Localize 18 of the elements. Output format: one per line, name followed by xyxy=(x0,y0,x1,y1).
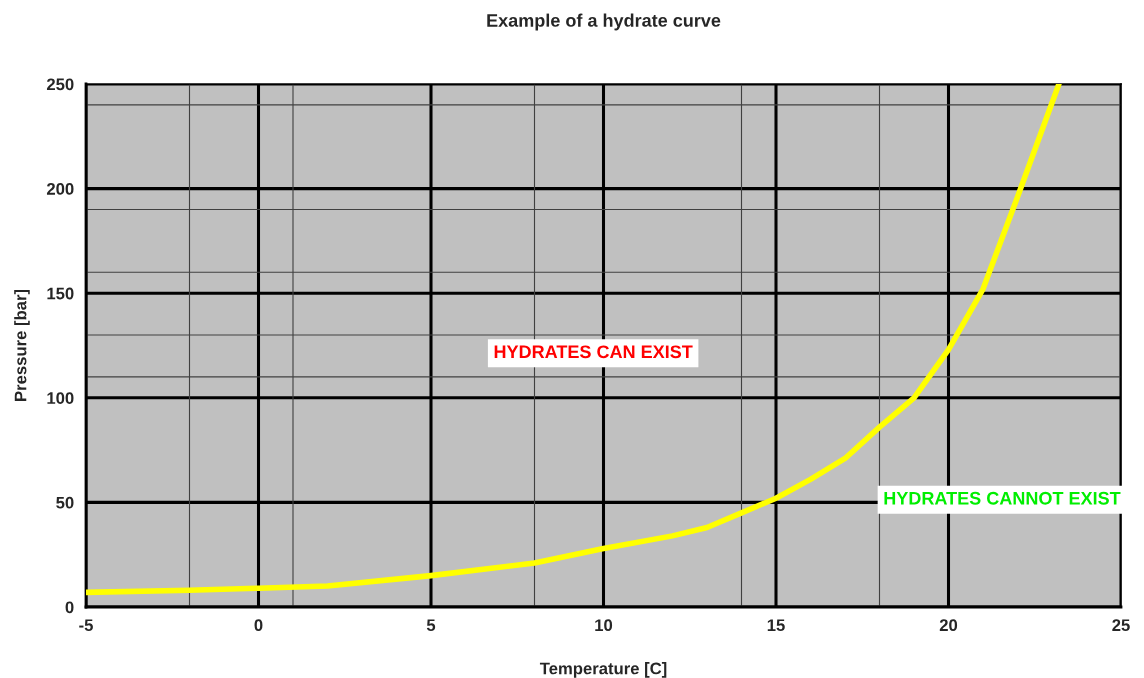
annotation: HYDRATES CANNOT EXIST xyxy=(884,491,1121,505)
x-tick-label: 5 xyxy=(426,619,436,632)
x-tick-label: 10 xyxy=(595,619,613,632)
x-tick-label: 0 xyxy=(254,619,263,632)
y-tick-label: 200 xyxy=(46,183,74,195)
y-tick-label: 250 xyxy=(46,78,74,91)
y-tick-label: 0 xyxy=(65,601,74,614)
y-tick-label: 150 xyxy=(47,287,74,300)
x-tick-label: 25 xyxy=(1112,619,1130,632)
x-axis-title: Temperature [C] xyxy=(539,662,667,678)
x-tick-label: 15 xyxy=(767,619,785,632)
x-tick-label: -5 xyxy=(79,619,93,632)
y-tick-label: 100 xyxy=(47,392,74,404)
annotation: HYDRATES CAN EXIST xyxy=(494,345,693,359)
y-axis-title: Pressure [bar] xyxy=(14,289,30,401)
y-tick-label: 50 xyxy=(56,496,74,509)
chart-title: Example of a hydrate curve xyxy=(487,13,721,31)
x-tick-label: 20 xyxy=(939,619,958,632)
